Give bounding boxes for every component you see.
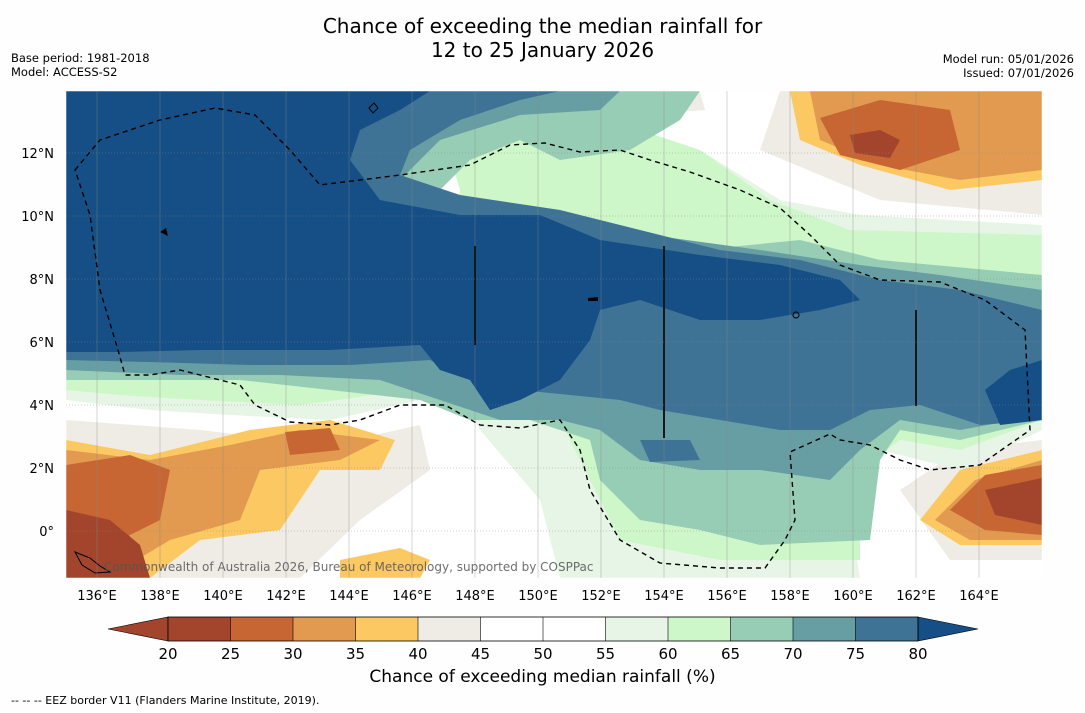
lon-label: 140°E bbox=[203, 589, 243, 604]
region-25-30-small bbox=[285, 428, 340, 455]
model-run: Model run: 05/01/2026 bbox=[942, 52, 1074, 66]
colorbar: 20 25 30 35 40 45 50 55 60 65 70 75 80 bbox=[107, 616, 979, 663]
island-outline bbox=[73, 551, 112, 574]
colorbar-tick: 30 bbox=[283, 645, 302, 663]
issued-date: Issued: 07/01/2026 bbox=[963, 66, 1074, 80]
island-marker bbox=[792, 311, 800, 319]
colorbar-extend-low bbox=[107, 616, 169, 642]
meridians bbox=[96, 91, 980, 578]
lon-label: 156°E bbox=[707, 589, 747, 604]
lon-label: 136°E bbox=[77, 589, 117, 604]
footer-note: -- -- -- EEZ border V11 (Flanders Marine… bbox=[11, 694, 320, 707]
lon-label: 162°E bbox=[896, 589, 936, 604]
colorbar-swatch bbox=[730, 617, 793, 641]
colorbar-label: Chance of exceeding median rainfall (%) bbox=[369, 667, 716, 687]
longitude-labels: 136°E 138°E 140°E 142°E 144°E 146°E 148°… bbox=[77, 589, 999, 604]
lon-label: 152°E bbox=[581, 589, 621, 604]
lat-label: 0° bbox=[39, 525, 54, 540]
lon-label: 150°E bbox=[518, 589, 558, 604]
lon-label: 146°E bbox=[392, 589, 432, 604]
colorbar-extend-high bbox=[917, 616, 979, 642]
colorbar-tick: 65 bbox=[721, 645, 740, 663]
colorbar-tick: 70 bbox=[783, 645, 802, 663]
lat-label: 12°N bbox=[21, 147, 54, 162]
lat-label: 2°N bbox=[30, 462, 55, 477]
lon-label: 142°E bbox=[266, 589, 306, 604]
colorbar-swatch bbox=[230, 617, 293, 641]
model-name: Model: ACCESS-S2 bbox=[11, 65, 118, 79]
region-lt25-northeast bbox=[850, 130, 900, 158]
meta-left: Base period: 1981-2018 Model: ACCESS-S2 bbox=[11, 51, 150, 79]
lon-label: 154°E bbox=[644, 589, 684, 604]
colorbar-tick: 35 bbox=[346, 645, 365, 663]
colorbar-tick: 25 bbox=[221, 645, 240, 663]
colorbar-swatch bbox=[543, 617, 606, 641]
probability-field bbox=[66, 91, 1042, 578]
colorbar-swatch bbox=[355, 617, 418, 641]
lon-label: 158°E bbox=[770, 589, 810, 604]
colorbar-swatch bbox=[293, 617, 356, 641]
region-75-80-small bbox=[640, 440, 700, 462]
region-gt80 bbox=[66, 91, 860, 410]
colorbar-tick: 60 bbox=[658, 645, 677, 663]
colorbar-tick: 45 bbox=[471, 645, 490, 663]
colorbar-swatch bbox=[168, 617, 231, 641]
island-marker bbox=[368, 102, 379, 114]
colorbar-swatch bbox=[418, 617, 481, 641]
lat-label: 10°N bbox=[21, 210, 54, 225]
colorbar-tick: 80 bbox=[908, 645, 927, 663]
lon-label: 164°E bbox=[959, 589, 999, 604]
colorbar-swatch bbox=[480, 617, 543, 641]
colorbar-swatch bbox=[605, 617, 668, 641]
colorbar-tick: 75 bbox=[846, 645, 865, 663]
island-marker bbox=[160, 228, 168, 236]
eez-border bbox=[74, 107, 1031, 569]
colorbar-ticks: 20 25 30 35 40 45 50 55 60 65 70 75 80 bbox=[158, 645, 927, 663]
lat-label: 8°N bbox=[30, 273, 55, 288]
lat-label: 6°N bbox=[30, 336, 55, 351]
colorbar-swatch bbox=[855, 617, 918, 641]
region-lt25-west bbox=[66, 510, 150, 578]
region-lt25-southeast bbox=[985, 478, 1042, 525]
colorbar-tick: 40 bbox=[408, 645, 427, 663]
colorbar-tick: 20 bbox=[158, 645, 177, 663]
copyright-text: Commonwealth of Australia 2026, Bureau o… bbox=[104, 560, 594, 574]
colorbar-swatch bbox=[793, 617, 856, 641]
latitude-labels: 12°N 10°N 8°N 6°N 4°N 2°N 0° bbox=[21, 147, 54, 540]
chart-title: Chance of exceeding the median rainfall … bbox=[0, 14, 1085, 62]
meta-right: Model run: 05/01/2026 Issued: 07/01/2026 bbox=[943, 52, 1074, 80]
island-marker bbox=[588, 297, 598, 301]
colorbar-tick: 50 bbox=[533, 645, 552, 663]
lon-label: 138°E bbox=[140, 589, 180, 604]
map-frame bbox=[65, 90, 1043, 579]
base-period: Base period: 1981-2018 bbox=[11, 51, 150, 65]
lon-label: 148°E bbox=[455, 589, 495, 604]
lon-label: 160°E bbox=[833, 589, 873, 604]
title-line-2: 12 to 25 January 2026 bbox=[430, 38, 655, 62]
gridlines bbox=[66, 152, 1042, 532]
lat-label: 4°N bbox=[30, 399, 55, 414]
colorbar-swatch bbox=[668, 617, 731, 641]
lon-label: 144°E bbox=[329, 589, 369, 604]
region-35-40-south bbox=[340, 548, 430, 578]
colorbar-tick: 55 bbox=[596, 645, 615, 663]
colorbar-dividers bbox=[230, 617, 856, 641]
title-line-1: Chance of exceeding the median rainfall … bbox=[322, 14, 763, 38]
